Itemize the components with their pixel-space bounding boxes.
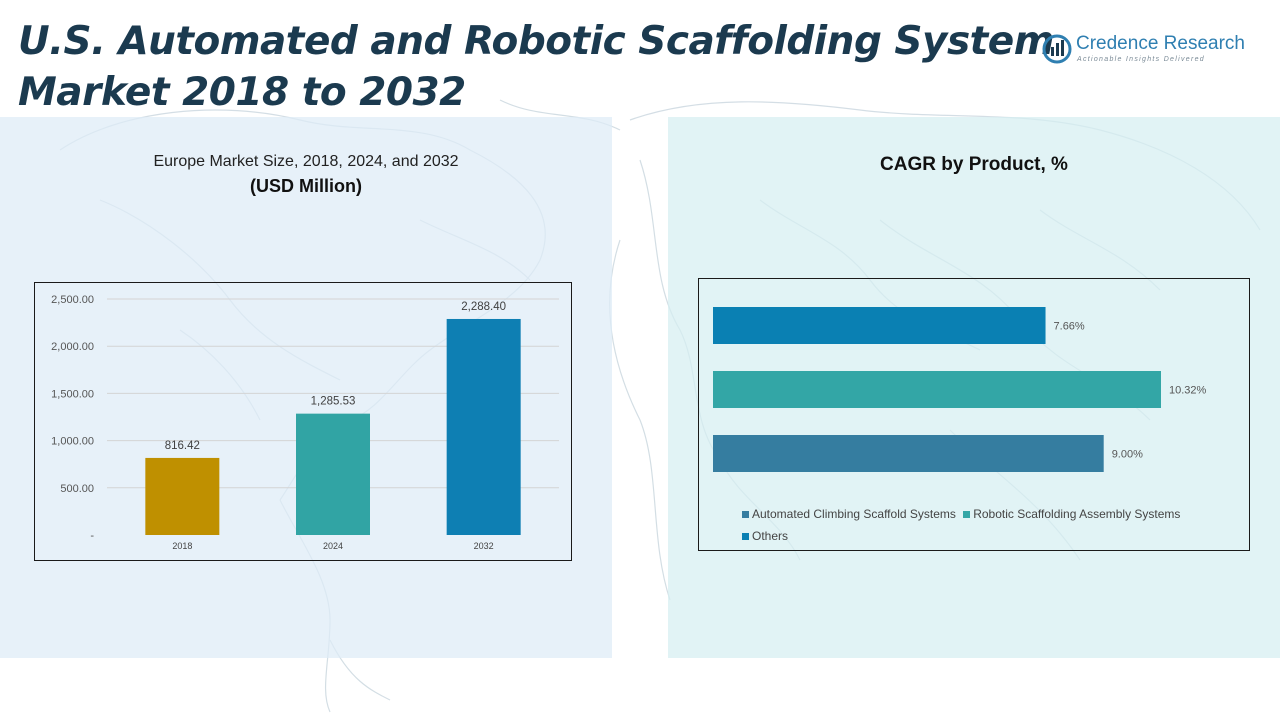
legend-swatch-automated-climbing xyxy=(742,511,749,519)
hbar-value-label: 7.66% xyxy=(1054,321,1085,333)
bar-2024 xyxy=(296,413,370,535)
cagr-chart: 7.66% 10.32% 9.00% xyxy=(698,278,1250,551)
legend-label-automated-climbing: Automated Climbing Scaffold Systems xyxy=(752,507,956,521)
legend-label-robotic-assembly: Robotic Scaffolding Assembly Systems xyxy=(973,507,1181,521)
cagr-legend: Automated Climbing Scaffold Systems Robo… xyxy=(742,503,1242,547)
left-chart-heading: Europe Market Size, 2018, 2024, and 2032 xyxy=(153,153,459,170)
bar-value-label: 1,285.53 xyxy=(311,396,356,408)
bar-2018 xyxy=(145,457,220,535)
right-chart-heading: CAGR by Product, % xyxy=(880,154,1068,175)
logo-name: Credence Research xyxy=(1076,33,1245,54)
market-size-chart: - 500.00 1,000.00 1,500.00 2,000.00 2,500.00 8… xyxy=(34,282,572,561)
left-chart-subheading: (USD Million) xyxy=(250,176,362,196)
market-size-chart-svg: - 500.00 1,000.00 1,500.00 2,000.00 2,500.00 8… xyxy=(51,294,559,551)
x-tick-label: 2024 xyxy=(323,541,343,551)
bar-value-label: 816.42 xyxy=(165,440,200,452)
y-tick-label: 2,500.00 xyxy=(51,294,94,306)
legend-item-automated-climbing: Automated Climbing Scaffold Systems xyxy=(742,503,956,525)
legend-item-others: Others xyxy=(742,525,788,547)
credence-logo-icon xyxy=(1042,34,1072,64)
bar-2032 xyxy=(446,318,521,535)
page-title: U.S. Automated and Robotic Scaffolding S… xyxy=(18,16,1054,118)
bar-value-label: 2,288.40 xyxy=(461,301,506,313)
logo-tagline: Actionable Insights Delivered xyxy=(1077,56,1205,63)
y-tick-label: - xyxy=(90,530,94,542)
legend-label-others: Others xyxy=(752,529,789,543)
legend-swatch-others xyxy=(742,533,749,541)
hbar-others xyxy=(713,307,1046,344)
page-title-line2: Market 2018 to 2032 xyxy=(18,70,466,115)
cagr-chart-svg: 7.66% 10.32% 9.00% xyxy=(713,307,1207,472)
x-tick-label: 2032 xyxy=(474,541,494,551)
y-tick-label: 1,500.00 xyxy=(51,388,94,400)
hbar-robotic-scaffolding-assembly-systems xyxy=(713,371,1161,408)
x-tick-label: 2018 xyxy=(172,541,192,551)
hbar-value-label: 9.00% xyxy=(1112,449,1143,461)
y-tick-label: 1,000.00 xyxy=(51,436,94,448)
y-tick-label: 2,000.00 xyxy=(51,341,94,353)
legend-swatch-robotic-assembly xyxy=(963,511,971,519)
hbar-automated-climbing-scaffold-systems xyxy=(713,435,1104,472)
credence-research-logo: Credence Research Actionable Insights De… xyxy=(1040,32,1260,68)
hbar-value-label: 10.32% xyxy=(1169,385,1207,397)
legend-item-robotic-assembly: Robotic Scaffolding Assembly Systems xyxy=(963,503,1180,525)
y-tick-label: 500.00 xyxy=(60,483,94,495)
page-title-line1: U.S. Automated and Robotic Scaffolding S… xyxy=(18,19,1054,64)
